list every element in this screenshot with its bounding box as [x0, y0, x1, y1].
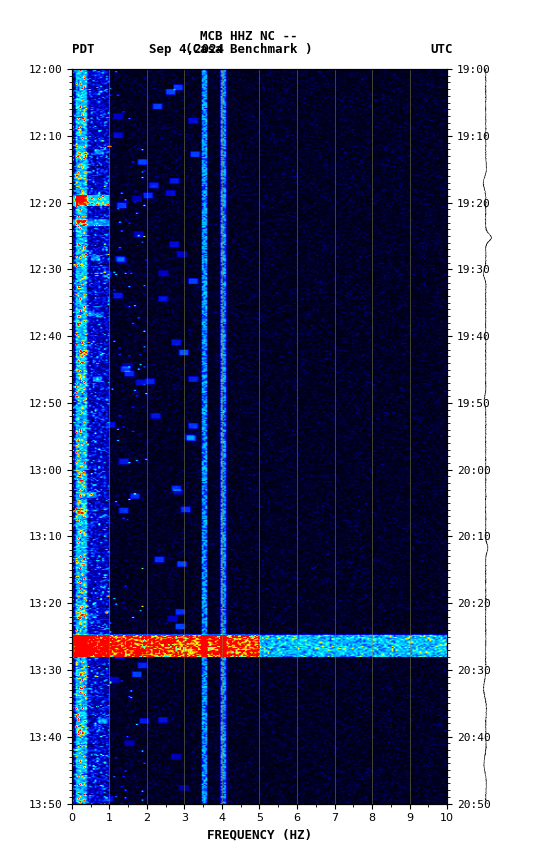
- Text: (Casa Benchmark ): (Casa Benchmark ): [185, 43, 312, 56]
- Text: PDT: PDT: [72, 43, 94, 56]
- Text: Sep 4,2024: Sep 4,2024: [149, 43, 224, 56]
- Text: MCB HHZ NC --: MCB HHZ NC --: [200, 30, 297, 43]
- Text: UTC: UTC: [430, 43, 453, 56]
- X-axis label: FREQUENCY (HZ): FREQUENCY (HZ): [207, 829, 312, 842]
